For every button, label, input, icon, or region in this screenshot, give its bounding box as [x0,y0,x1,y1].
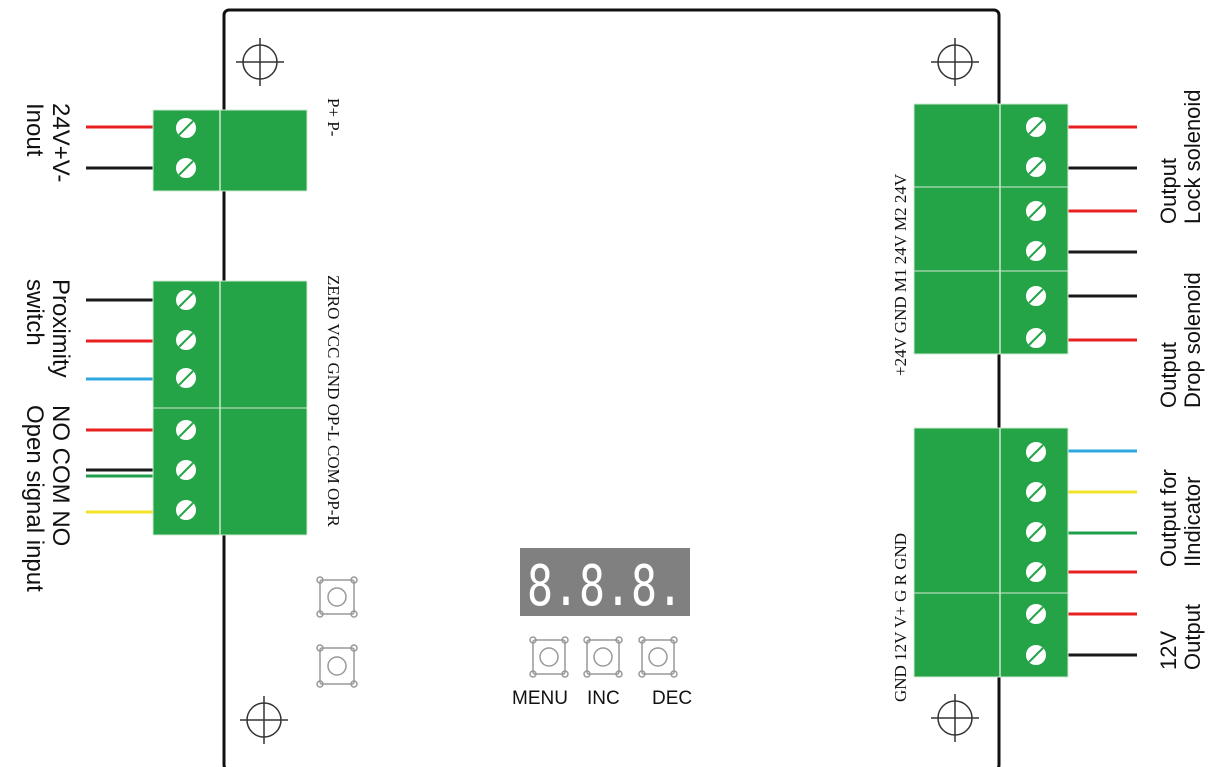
dec-button-label: DEC [652,688,693,709]
label-line: Output [1156,157,1181,224]
label-drop-solenoid: Output Drop solenoid [1156,272,1205,408]
mounting-hole-icon [240,696,288,744]
label-proximity-switch: Proximity switch [21,279,74,399]
terminal-block-12v-output [913,592,1069,678]
label-line: Output [1156,341,1181,408]
screw-terminal-icon [174,116,198,522]
inc-button-label: INC [587,688,620,709]
pin-labels-solenoids: +24V GND M1 24V M2 24V [891,173,910,376]
label-line: Drop solenoid [1180,272,1205,408]
label-line: Inout [21,103,48,157]
label-line: Open signal input [21,405,48,592]
label-line: 24V+V- [47,103,74,183]
seven-segment-display [520,548,690,616]
menu-button-label: MENU [512,688,568,709]
label-line: 12V [1156,630,1181,670]
tactile-button[interactable] [638,636,678,678]
label-24v-input: 24V+V- Inout [21,103,74,223]
label-indicator-output: Output for IIndicator [1156,469,1205,568]
tactile-button[interactable] [316,576,358,618]
label-line: Output [1180,603,1205,670]
pin-labels-indicator: GND 12V V+ G R GND [891,532,910,702]
label-lock-solenoid: Output Lock solenoid [1156,89,1205,224]
label-line: IIndicator [1180,476,1205,568]
mounting-hole-icon [236,38,284,86]
mounting-hole-icon [931,38,979,86]
tactile-button[interactable] [583,636,623,678]
label-signal-input: NO COM NO Open signal input [21,405,74,603]
tactile-button[interactable] [529,636,569,678]
screw-terminal-icon [1024,115,1048,667]
label-line: switch [21,279,48,346]
mounting-hole-icon [931,694,979,742]
label-line: Proximity [47,279,74,378]
pin-labels-sensor-signal: ZERO VCC GND OP-L COM OP-R [324,275,343,527]
label-line: NO COM NO [47,405,74,547]
pin-labels-power: P+ P- [324,98,343,137]
label-line: Output for [1156,469,1181,567]
tactile-button[interactable] [316,644,358,688]
display-readout: 8.8.8. [527,554,683,619]
label-12v-output: 12V Output [1156,600,1205,670]
label-line: Lock solenoid [1180,89,1205,224]
